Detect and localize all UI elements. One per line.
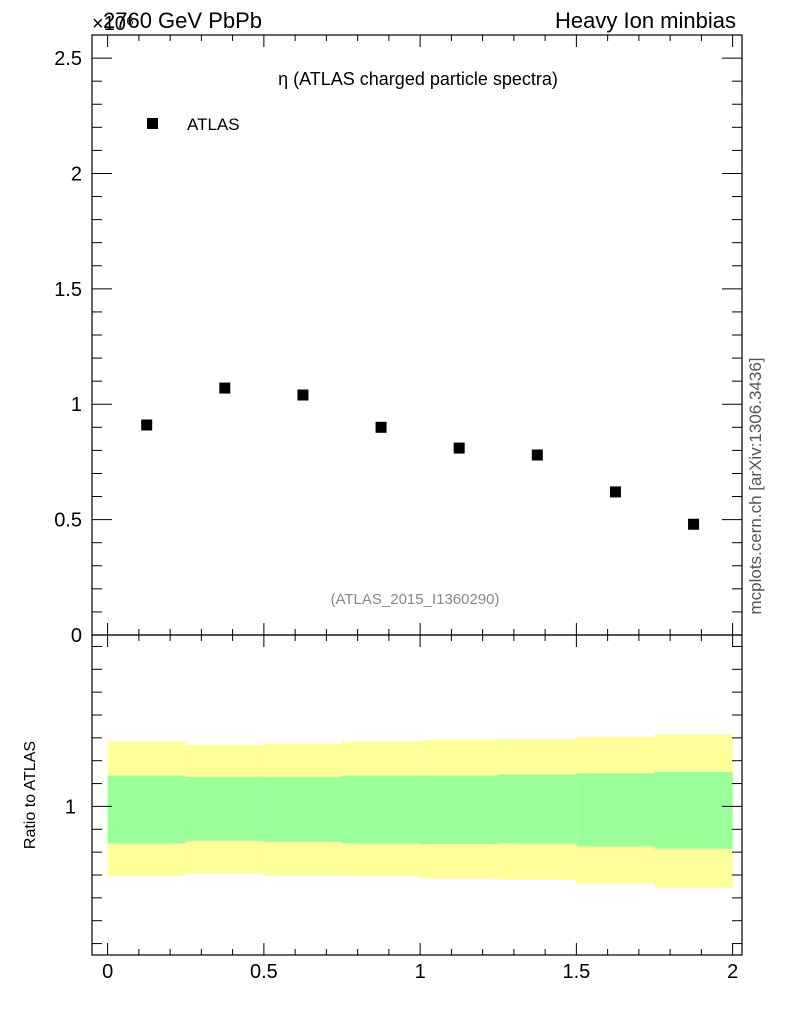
legend-marker-atlas xyxy=(147,118,158,129)
ratio-bands xyxy=(107,734,733,888)
x-tick-label: 0.5 xyxy=(250,961,278,983)
x-tick-label: 2 xyxy=(727,961,738,983)
legend-label-atlas: ATLAS xyxy=(187,115,240,134)
tick-labels: 0 0.5 1 1.5 2 2.5 1 0 0.5 1 1.5 2 xyxy=(54,48,738,983)
data-points xyxy=(141,382,700,530)
data-point xyxy=(453,442,465,454)
inner-band-bin xyxy=(342,775,421,843)
data-point xyxy=(141,419,153,431)
y-tick-label: 0 xyxy=(71,625,82,647)
analysis-watermark: (ATLAS_2015_I1360290) xyxy=(330,591,499,608)
x-tick-label: 1 xyxy=(415,961,426,983)
inner-band-bin xyxy=(654,772,733,849)
data-point xyxy=(375,421,387,433)
y-tick-label: 1.5 xyxy=(54,279,82,301)
data-point xyxy=(531,449,543,461)
ratio-y-tick-label: 1 xyxy=(65,796,76,818)
y-tick-label: 1 xyxy=(71,394,82,416)
y-tick-label: 2 xyxy=(71,163,82,185)
header-right: Heavy Ion minbias xyxy=(555,8,736,33)
x-tick-label: 1.5 xyxy=(562,961,590,983)
inner-band-bin xyxy=(107,775,186,843)
y-axis-exponent: ×10⁶ xyxy=(92,13,134,35)
inner-band-bin xyxy=(263,776,342,842)
ratio-plot-frame xyxy=(91,634,743,956)
plot-title: η (ATLAS charged particle spectra) xyxy=(278,69,558,89)
inner-band-bin xyxy=(420,775,499,845)
inner-band-bin xyxy=(576,773,655,847)
header-left: 2760 GeV PbPb xyxy=(103,8,263,33)
data-point xyxy=(297,389,309,401)
x-tick-label: 0 xyxy=(102,961,113,983)
y-tick-label: 2.5 xyxy=(54,48,82,70)
axis-ticks xyxy=(92,34,742,955)
data-point xyxy=(219,382,231,394)
data-point xyxy=(609,486,621,498)
y-tick-label: 0.5 xyxy=(54,510,82,532)
data-point xyxy=(688,518,700,530)
inner-band-bin xyxy=(498,774,577,843)
inner-band-bin xyxy=(185,776,264,841)
